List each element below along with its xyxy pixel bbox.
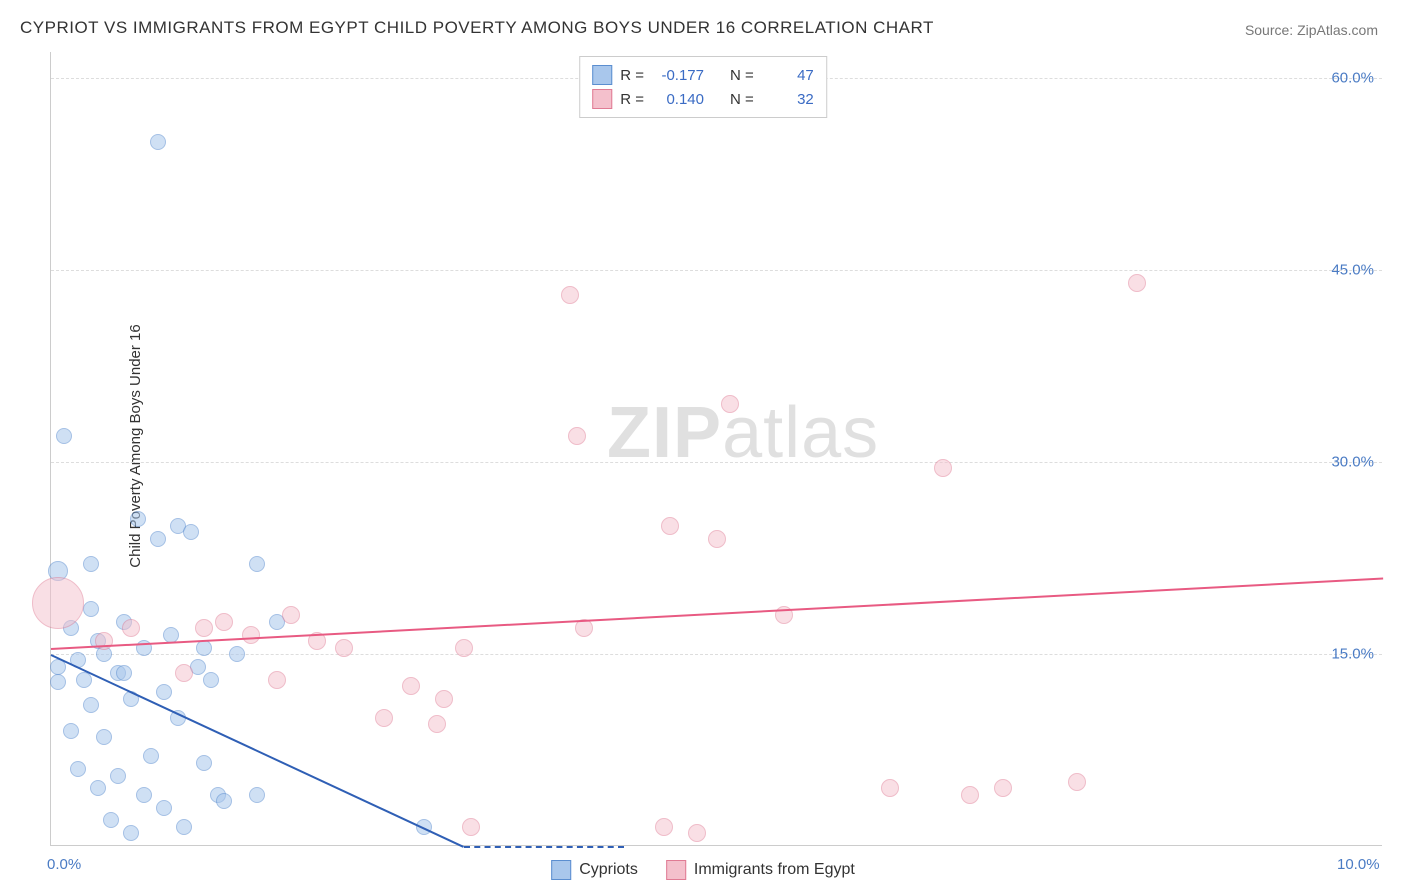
data-point [122, 619, 140, 637]
x-tick-label: 10.0% [1337, 856, 1380, 873]
source-label: Source: ZipAtlas.com [1245, 22, 1378, 38]
data-point [568, 427, 586, 445]
data-point [103, 812, 119, 828]
data-point [462, 818, 480, 836]
data-point [934, 459, 952, 477]
data-point [116, 665, 132, 681]
data-point [282, 606, 300, 624]
legend-row-egypt: R = 0.140 N = 32 [592, 87, 814, 111]
data-point [195, 619, 213, 637]
y-tick-label: 30.0% [1331, 453, 1374, 470]
data-point [216, 793, 232, 809]
data-point [961, 786, 979, 804]
data-point [661, 517, 679, 535]
data-point [1068, 773, 1086, 791]
data-point [1128, 274, 1146, 292]
data-point [143, 748, 159, 764]
chart-container: CYPRIOT VS IMMIGRANTS FROM EGYPT CHILD P… [0, 0, 1406, 892]
data-point [561, 286, 579, 304]
data-point [150, 531, 166, 547]
gridline [51, 270, 1382, 271]
legend-swatch-cypriots [592, 65, 612, 85]
legend-swatch-egypt [592, 89, 612, 109]
series-legend: Cypriots Immigrants from Egypt [551, 860, 855, 880]
data-point [50, 674, 66, 690]
data-point [150, 134, 166, 150]
data-point [83, 556, 99, 572]
data-point [196, 755, 212, 771]
legend-label: Immigrants from Egypt [694, 861, 855, 879]
data-point [242, 626, 260, 644]
data-point [70, 761, 86, 777]
data-point [156, 800, 172, 816]
data-point [268, 671, 286, 689]
data-point [183, 524, 199, 540]
data-point [32, 577, 84, 629]
data-point [655, 818, 673, 836]
data-point [215, 613, 233, 631]
data-point [881, 779, 899, 797]
data-point [435, 690, 453, 708]
chart-title: CYPRIOT VS IMMIGRANTS FROM EGYPT CHILD P… [20, 18, 934, 38]
legend-item-cypriots: Cypriots [551, 860, 638, 880]
data-point [175, 664, 193, 682]
data-point [708, 530, 726, 548]
data-point [335, 639, 353, 657]
data-point [688, 824, 706, 842]
legend-item-egypt: Immigrants from Egypt [666, 860, 855, 880]
data-point [402, 677, 420, 695]
data-point [63, 723, 79, 739]
data-point [110, 768, 126, 784]
plot-area: ZIPatlas 15.0%30.0%45.0%60.0%0.0%10.0% [50, 52, 1382, 846]
y-tick-label: 45.0% [1331, 261, 1374, 278]
data-point [375, 709, 393, 727]
data-point [56, 428, 72, 444]
data-point [455, 639, 473, 657]
y-tick-label: 15.0% [1331, 645, 1374, 662]
legend-row-cypriots: R = -0.177 N = 47 [592, 63, 814, 87]
legend-swatch-icon [551, 860, 571, 880]
data-point [249, 787, 265, 803]
data-point [428, 715, 446, 733]
data-point [90, 780, 106, 796]
data-point [96, 729, 112, 745]
data-point [249, 556, 265, 572]
legend-label: Cypriots [579, 861, 638, 879]
data-point [163, 627, 179, 643]
trend-line [51, 577, 1383, 649]
data-point [229, 646, 245, 662]
correlation-legend: R = -0.177 N = 47 R = 0.140 N = 32 [579, 56, 827, 118]
trend-line-dashed [464, 846, 624, 848]
data-point [721, 395, 739, 413]
data-point [136, 787, 152, 803]
legend-swatch-icon [666, 860, 686, 880]
y-tick-label: 60.0% [1331, 69, 1374, 86]
data-point [203, 672, 219, 688]
data-point [156, 684, 172, 700]
gridline [51, 654, 1382, 655]
data-point [123, 825, 139, 841]
gridline [51, 462, 1382, 463]
x-tick-label: 0.0% [47, 856, 81, 873]
data-point [994, 779, 1012, 797]
data-point [176, 819, 192, 835]
data-point [83, 601, 99, 617]
data-point [83, 697, 99, 713]
data-point [130, 511, 146, 527]
